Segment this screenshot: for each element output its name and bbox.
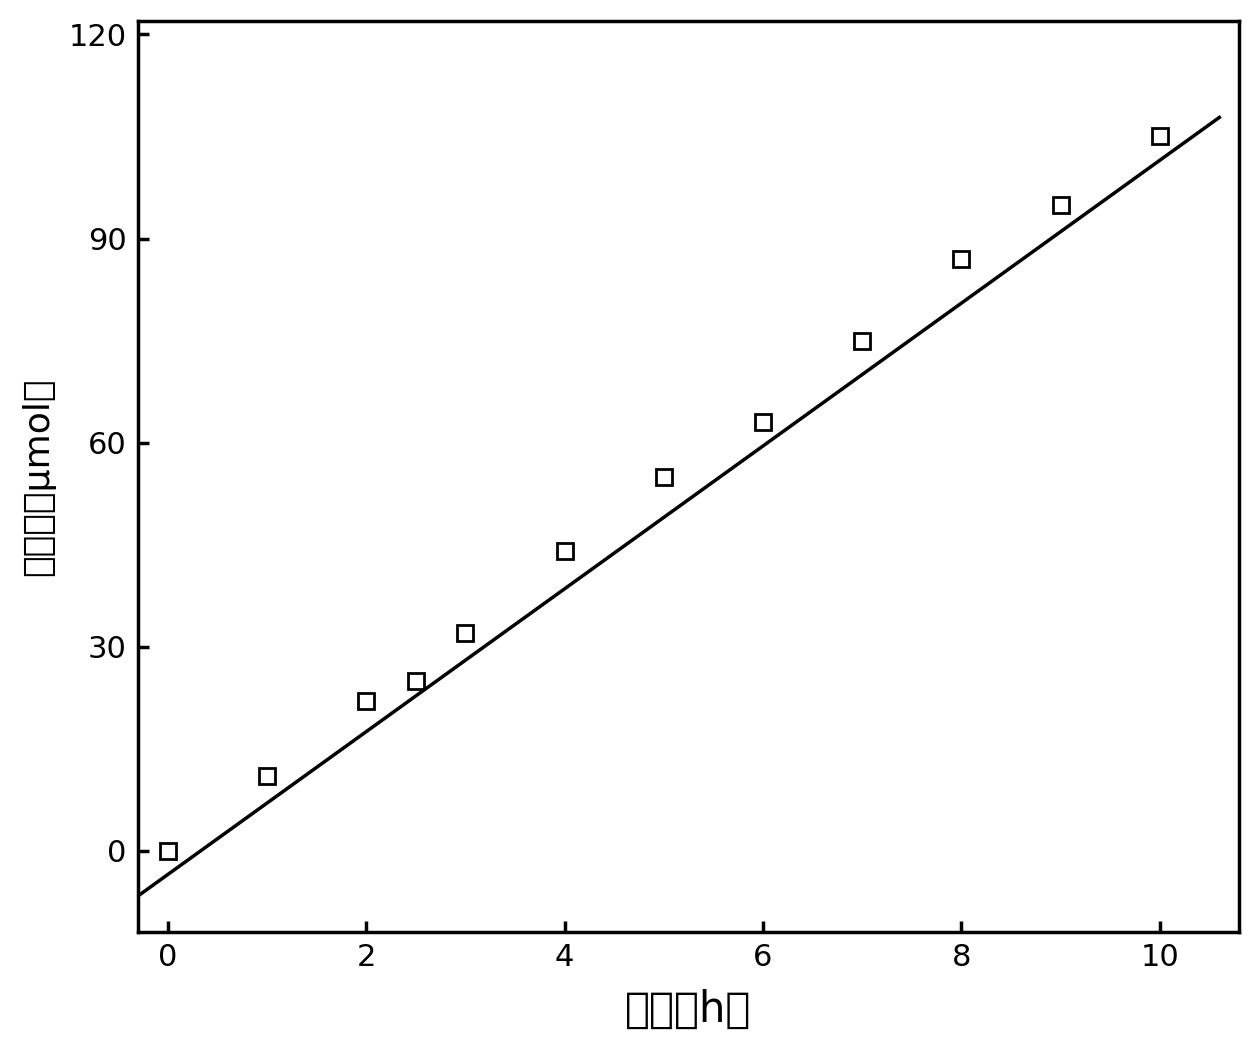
X-axis label: 时间（h）: 时间（h） — [625, 989, 752, 1031]
Y-axis label: 产氢量（μmol）: 产氢量（μmol） — [21, 378, 55, 575]
